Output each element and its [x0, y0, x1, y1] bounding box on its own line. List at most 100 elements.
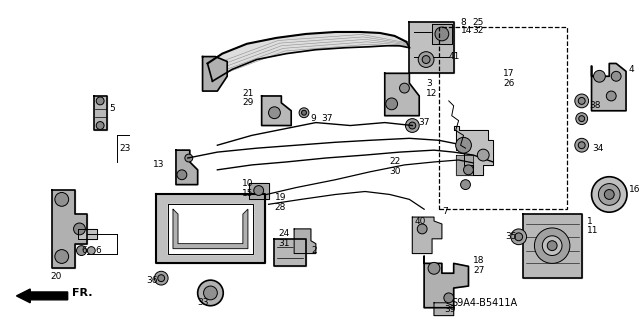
Circle shape: [154, 271, 168, 285]
Circle shape: [611, 71, 621, 81]
Text: 6: 6: [81, 246, 87, 255]
Polygon shape: [77, 229, 97, 239]
Text: 40: 40: [414, 217, 426, 226]
Circle shape: [593, 70, 605, 82]
Polygon shape: [410, 22, 454, 73]
Circle shape: [96, 97, 104, 105]
Polygon shape: [173, 209, 248, 249]
Polygon shape: [52, 189, 87, 268]
Circle shape: [575, 94, 589, 108]
Circle shape: [198, 280, 223, 306]
Text: 32: 32: [472, 26, 484, 35]
Circle shape: [444, 293, 454, 303]
Circle shape: [456, 137, 472, 153]
FancyArrow shape: [17, 289, 68, 303]
Polygon shape: [275, 239, 306, 266]
Text: 8: 8: [461, 18, 467, 26]
Text: 41: 41: [449, 52, 460, 61]
Text: 18: 18: [474, 256, 485, 265]
Text: 9: 9: [310, 114, 316, 123]
Circle shape: [177, 170, 187, 180]
Circle shape: [386, 98, 397, 110]
Text: 36: 36: [147, 276, 158, 285]
Circle shape: [591, 177, 627, 212]
Text: FR.: FR.: [72, 288, 92, 298]
Text: 20: 20: [50, 272, 61, 281]
Circle shape: [511, 229, 527, 245]
Circle shape: [579, 116, 585, 122]
Text: 27: 27: [474, 266, 484, 275]
Polygon shape: [424, 256, 468, 308]
Polygon shape: [412, 217, 442, 254]
Text: 4: 4: [629, 65, 635, 74]
Text: 25: 25: [472, 18, 484, 26]
Polygon shape: [432, 24, 452, 44]
Circle shape: [418, 52, 434, 67]
Polygon shape: [294, 229, 316, 254]
Circle shape: [254, 186, 264, 196]
Polygon shape: [385, 73, 419, 116]
Text: 10: 10: [242, 179, 253, 188]
Circle shape: [299, 108, 309, 118]
Circle shape: [409, 122, 416, 129]
Text: 35: 35: [505, 232, 516, 241]
Polygon shape: [249, 183, 269, 199]
Circle shape: [428, 263, 440, 274]
Text: 1: 1: [587, 217, 593, 226]
Circle shape: [301, 110, 307, 115]
Circle shape: [575, 138, 589, 152]
Circle shape: [185, 154, 193, 162]
Polygon shape: [203, 56, 227, 91]
Circle shape: [55, 192, 68, 206]
Text: 37: 37: [418, 118, 429, 127]
Text: 24: 24: [278, 229, 290, 238]
Circle shape: [399, 83, 410, 93]
Circle shape: [204, 286, 218, 300]
Circle shape: [598, 184, 620, 205]
Circle shape: [405, 119, 419, 132]
Circle shape: [579, 98, 585, 104]
Circle shape: [74, 223, 85, 235]
Circle shape: [417, 224, 427, 234]
Polygon shape: [262, 96, 291, 125]
Text: 37: 37: [322, 114, 333, 123]
Text: 29: 29: [242, 98, 253, 108]
Text: 11: 11: [587, 226, 598, 235]
Text: 6: 6: [95, 246, 101, 255]
Circle shape: [435, 27, 449, 41]
Text: 31: 31: [278, 239, 290, 248]
Circle shape: [87, 247, 95, 255]
Text: 38: 38: [589, 101, 601, 110]
Text: 26: 26: [503, 79, 515, 88]
Text: 39: 39: [444, 305, 455, 314]
Polygon shape: [168, 204, 253, 254]
Circle shape: [463, 165, 474, 175]
Text: 3: 3: [426, 79, 432, 88]
Text: 12: 12: [426, 89, 438, 98]
Text: 21: 21: [242, 89, 253, 98]
Circle shape: [604, 189, 614, 199]
Text: 28: 28: [275, 203, 286, 212]
Circle shape: [576, 113, 588, 124]
Text: 13: 13: [154, 160, 165, 169]
Circle shape: [461, 180, 470, 189]
Text: 14: 14: [461, 26, 472, 35]
Polygon shape: [523, 214, 582, 278]
Text: 23: 23: [119, 144, 131, 153]
Circle shape: [477, 149, 489, 161]
Circle shape: [269, 107, 280, 119]
Text: 22: 22: [390, 158, 401, 167]
Polygon shape: [434, 303, 454, 315]
Circle shape: [96, 122, 104, 130]
Circle shape: [77, 246, 86, 256]
Text: 15: 15: [242, 189, 253, 198]
Polygon shape: [591, 63, 626, 111]
Polygon shape: [456, 155, 474, 175]
Circle shape: [422, 56, 430, 63]
Text: 5: 5: [109, 104, 115, 113]
Circle shape: [534, 228, 570, 263]
Text: 33: 33: [198, 298, 209, 307]
Polygon shape: [94, 96, 107, 130]
Circle shape: [515, 233, 523, 241]
Circle shape: [547, 241, 557, 251]
